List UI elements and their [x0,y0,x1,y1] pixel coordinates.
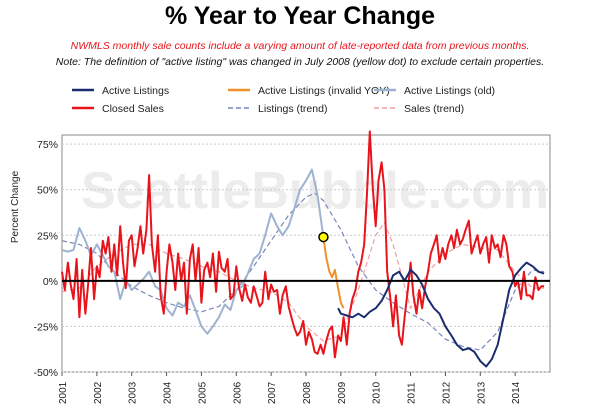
x-tick-label: 2004 [163,381,174,404]
legend-label: Active Listings [102,85,169,97]
x-tick-label: 2011 [407,382,418,404]
x-tick-label: 2006 [232,381,243,404]
chart-title: % Year to Year Change [164,2,436,30]
chart-subtitle: NWMLS monthly sale counts include a vary… [70,40,530,52]
y-tick-label: 50% [37,185,58,197]
y-tick-label: -50% [33,367,58,379]
legend-label: Closed Sales [102,103,164,115]
series-line-active-listings-invalid-yoy [322,236,345,309]
x-tick-label: 2014 [511,381,522,404]
y-tick-label: -25% [33,321,58,333]
legend-label: Sales (trend) [404,103,464,115]
plot-area: 75% 50% 25% 0% -25% -50%2001 2002 2003 2004 2005 2… [33,130,551,404]
legend: Active Listings Active Listings (invalid … [72,85,495,115]
x-tick-label: 2005 [197,381,208,404]
x-tick-label: 2013 [476,381,487,404]
series-line-active-listings-old [61,168,325,335]
y-axis-label: Percent Change [10,170,21,243]
definition-change-dot [318,231,329,243]
series-line-listings-trend [61,192,545,351]
series-line-closed-sales [61,130,545,359]
y-tick-label: 25% [37,230,58,242]
x-tick-label: 2012 [441,381,452,404]
watermark: SeattleBubble.com [81,162,549,220]
series-line-active-listings [337,261,545,368]
legend-label: Listings (trend) [258,103,327,115]
legend-label: Active Listings (invalid YOY) [258,85,390,97]
x-tick-label: 2003 [128,381,139,404]
y-tick-label: 0% [43,276,58,288]
x-tick-label: 2009 [337,381,348,404]
chart-note: Note: The definition of "active listing"… [55,56,545,68]
y-tick-label: 75% [37,139,58,151]
x-tick-label: 2007 [267,381,278,404]
series-line-sales-trend [61,221,545,342]
x-tick-label: 2001 [58,381,69,404]
x-tick-label: 2002 [93,381,104,404]
legend-label: Active Listings (old) [404,85,495,97]
x-tick-label: 2008 [302,381,313,404]
x-tick-label: 2010 [372,381,383,404]
